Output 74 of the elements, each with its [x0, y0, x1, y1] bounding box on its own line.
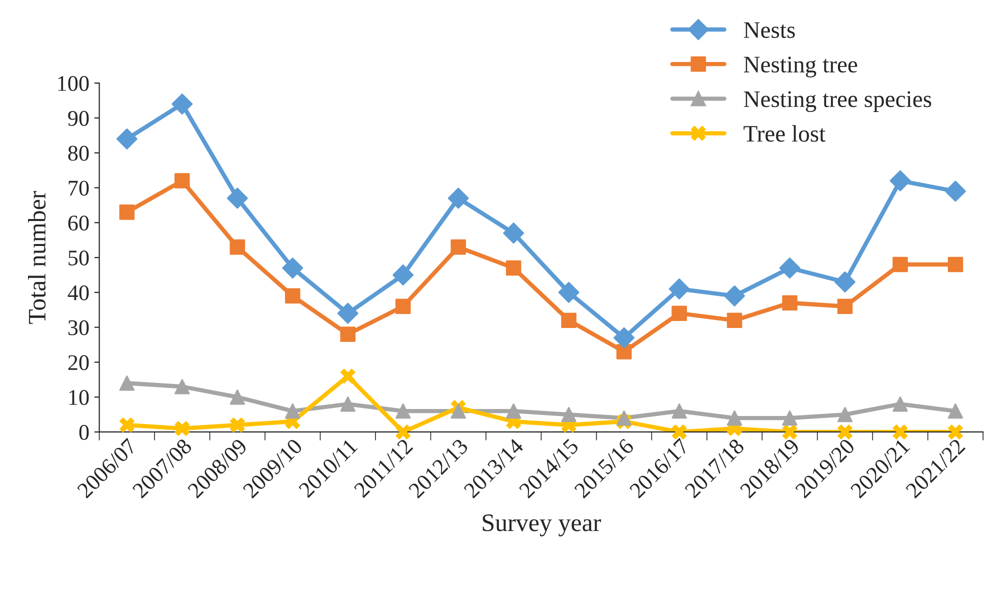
point: [395, 424, 411, 440]
point: [948, 256, 964, 272]
point: [724, 285, 746, 306]
point: [782, 295, 798, 311]
point: [837, 298, 853, 314]
point: [119, 204, 135, 220]
point: [340, 368, 356, 384]
point: [782, 424, 798, 440]
point: [395, 298, 411, 314]
point: [948, 403, 964, 419]
legend-label: Nests: [744, 22, 795, 38]
point: [892, 256, 908, 272]
point: [558, 282, 580, 303]
point: [284, 288, 300, 304]
x-axis-title: Survey year: [482, 514, 602, 536]
point: [616, 410, 632, 426]
point: [561, 406, 576, 422]
point: [230, 389, 246, 405]
point: [837, 406, 853, 422]
point: [834, 271, 856, 292]
point: [779, 257, 800, 279]
point: [506, 260, 522, 276]
point: [726, 312, 742, 328]
point: [668, 278, 690, 300]
point: [892, 424, 908, 440]
point: [174, 173, 190, 188]
point: [892, 396, 908, 412]
legend-label: Nesting tree: [744, 56, 858, 78]
point: [340, 396, 356, 412]
y-tick-label: 20: [68, 355, 89, 370]
point: [450, 403, 466, 419]
point: [340, 326, 356, 342]
point: [116, 128, 138, 150]
y-tick-label: 80: [68, 146, 89, 161]
point: [782, 410, 798, 426]
point: [230, 239, 246, 255]
y-tick-label: 90: [68, 110, 89, 126]
point: [230, 417, 246, 433]
point: [726, 410, 742, 426]
y-tick-label: 60: [68, 216, 89, 231]
point: [395, 403, 411, 419]
point: [172, 94, 193, 115]
point: [392, 264, 414, 286]
y-tick-label: 50: [68, 250, 89, 266]
point: [616, 344, 632, 360]
point: [672, 403, 687, 419]
point: [944, 180, 966, 202]
point: [614, 327, 635, 348]
point: [174, 378, 190, 394]
point: [672, 306, 687, 321]
y-tick-label: 100: [58, 76, 89, 92]
point: [119, 417, 135, 433]
y-tick-label: 0: [79, 424, 89, 440]
y-tick-label: 10: [69, 390, 89, 406]
point: [282, 257, 304, 279]
point: [119, 375, 135, 391]
y-tick-label: 70: [68, 180, 89, 196]
point: [174, 420, 190, 436]
point: [837, 424, 853, 440]
y-axis-title: Total number: [28, 190, 46, 324]
point: [226, 188, 248, 209]
point: [450, 239, 466, 255]
point: [506, 403, 522, 419]
y-tick-label: 40: [68, 285, 89, 300]
point: [337, 302, 358, 324]
legend-label: Nesting tree species: [744, 91, 932, 112]
legend-label: Tree lost: [744, 125, 826, 142]
y-tick-label: 30: [68, 320, 89, 336]
point: [448, 188, 469, 209]
point: [503, 222, 524, 244]
point: [561, 312, 576, 328]
point: [890, 170, 911, 192]
point: [948, 424, 964, 440]
point: [284, 403, 300, 419]
